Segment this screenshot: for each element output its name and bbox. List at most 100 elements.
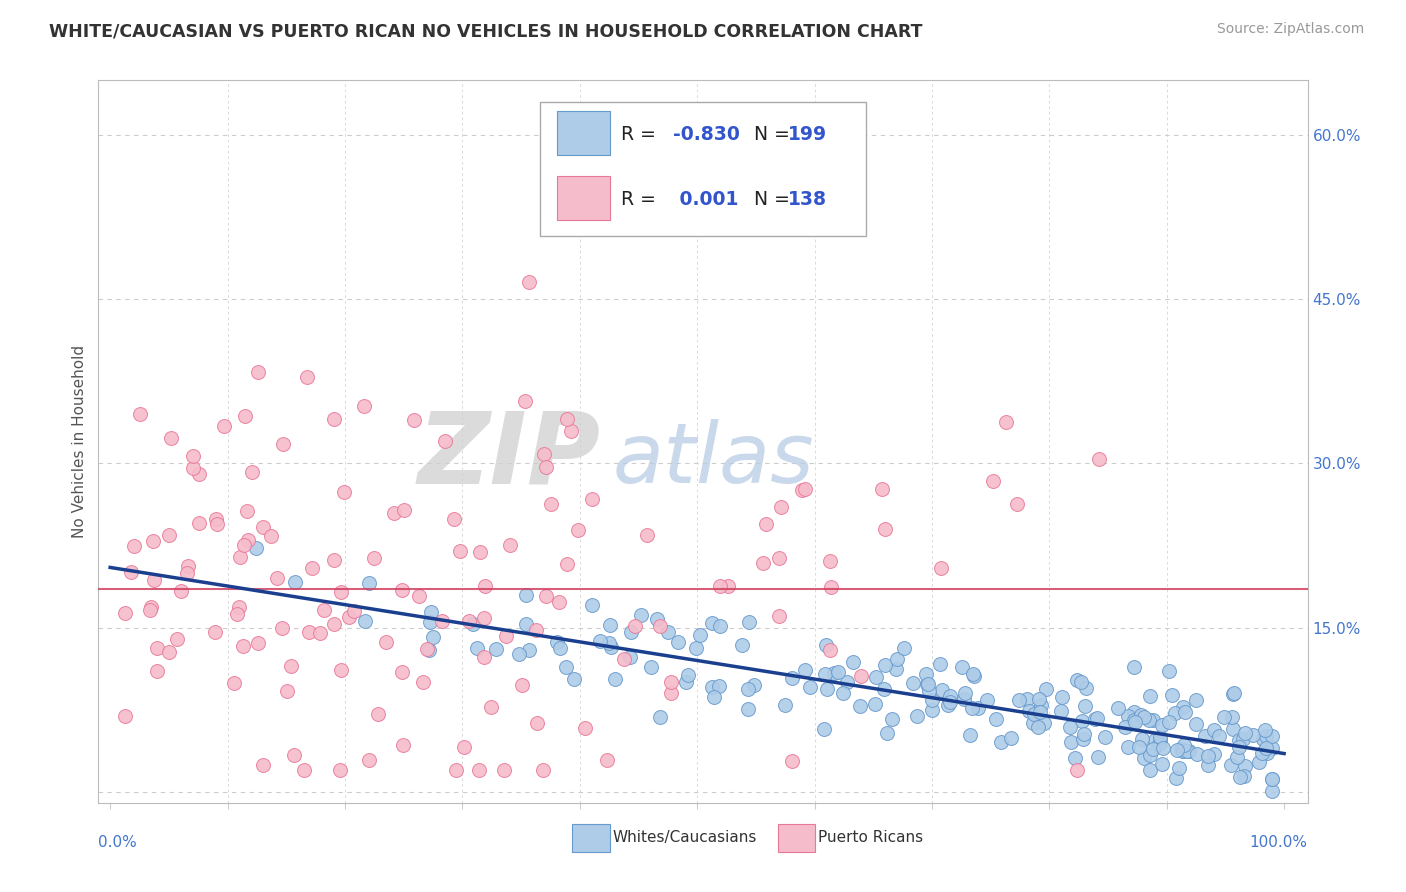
Point (1164, 706, 1187, 721)
Point (391, 583, 413, 598)
Point (236, 533, 259, 548)
Point (599, 640, 621, 654)
Point (524, 623, 547, 637)
Point (1152, 718, 1174, 732)
Point (645, 612, 668, 626)
Text: N =: N = (742, 125, 796, 144)
Point (574, 721, 596, 735)
Point (444, 763, 467, 777)
Point (915, 677, 938, 691)
Point (246, 365, 269, 379)
Point (1178, 744, 1201, 758)
Point (292, 763, 315, 777)
Point (555, 412, 578, 426)
Point (976, 693, 998, 707)
Point (815, 681, 838, 696)
Point (247, 636, 270, 650)
Point (640, 660, 662, 674)
Point (780, 671, 803, 685)
Point (176, 566, 198, 580)
Point (820, 554, 842, 568)
Point (560, 424, 582, 438)
Point (1170, 742, 1192, 756)
Point (1173, 738, 1195, 752)
Point (329, 763, 352, 777)
Point (1157, 714, 1180, 729)
Point (283, 575, 305, 590)
Point (312, 602, 335, 616)
Point (297, 369, 319, 384)
Point (905, 708, 928, 723)
Point (375, 635, 398, 649)
Point (120, 566, 142, 580)
Point (1139, 747, 1161, 762)
Point (392, 502, 415, 516)
Point (1139, 763, 1161, 777)
Point (363, 550, 385, 565)
Point (1137, 713, 1160, 727)
Point (1184, 692, 1206, 706)
Point (128, 407, 150, 421)
Point (799, 680, 821, 694)
Point (146, 664, 169, 678)
Y-axis label: No Vehicles in Household: No Vehicles in Household (72, 345, 87, 538)
Point (419, 605, 441, 619)
Point (1144, 733, 1167, 747)
Point (458, 614, 481, 628)
Point (548, 595, 571, 609)
Point (1173, 699, 1195, 714)
Point (950, 660, 973, 674)
Point (1133, 751, 1156, 765)
Point (1022, 715, 1045, 730)
FancyBboxPatch shape (557, 176, 610, 219)
Point (1208, 729, 1230, 743)
Point (1070, 675, 1092, 690)
Point (1049, 704, 1071, 718)
Point (416, 642, 439, 657)
Point (650, 619, 672, 633)
Point (901, 675, 924, 690)
Point (1204, 723, 1226, 738)
Point (205, 511, 228, 525)
Text: ZIP: ZIP (418, 408, 600, 505)
Point (1128, 739, 1150, 754)
Point (141, 600, 163, 615)
Point (283, 748, 305, 763)
Point (842, 656, 865, 670)
Point (357, 576, 380, 591)
Point (1222, 685, 1244, 699)
Point (709, 619, 731, 633)
Point (1227, 733, 1250, 747)
Point (1226, 750, 1249, 764)
Point (1084, 712, 1107, 726)
Point (517, 275, 540, 289)
Point (495, 629, 517, 643)
Point (494, 763, 516, 777)
Point (953, 686, 976, 700)
Point (737, 682, 759, 697)
Point (1167, 761, 1189, 775)
Point (966, 700, 988, 714)
Point (357, 753, 380, 767)
Point (873, 657, 896, 672)
Point (620, 625, 643, 640)
Point (751, 556, 773, 570)
Point (1157, 664, 1180, 678)
Point (813, 723, 835, 737)
Point (240, 465, 263, 479)
Point (880, 712, 903, 726)
Point (994, 415, 1017, 429)
Point (222, 675, 245, 690)
Point (330, 663, 353, 677)
Point (330, 585, 353, 599)
Point (709, 578, 731, 592)
Point (170, 583, 193, 598)
Point (865, 670, 887, 684)
Point (470, 544, 492, 558)
Point (1085, 710, 1108, 724)
Point (915, 666, 938, 681)
Point (1050, 690, 1073, 705)
Point (624, 619, 647, 633)
Point (1133, 710, 1156, 724)
Point (768, 550, 790, 565)
